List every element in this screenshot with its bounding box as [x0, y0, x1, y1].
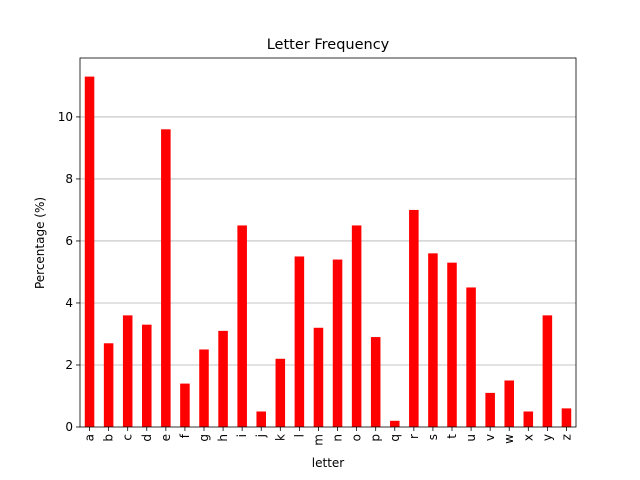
x-tick-label: k [273, 434, 287, 441]
x-tick-label: i [235, 434, 249, 437]
x-tick-label: o [350, 434, 364, 441]
bar-z [561, 408, 572, 427]
bar-n [332, 259, 343, 427]
x-tick-label: z [559, 434, 573, 440]
bar-x [523, 411, 534, 427]
bar-u [466, 287, 476, 427]
x-tick-label: g [197, 434, 211, 442]
y-tick-label: 10 [58, 110, 73, 124]
x-tick-label: b [102, 434, 116, 442]
x-tick-label: c [121, 434, 135, 441]
x-tick-label: u [464, 434, 478, 442]
x-tick-label: v [483, 434, 497, 441]
x-tick-label: y [540, 434, 554, 441]
gridlines [80, 116, 576, 366]
bar-b [103, 343, 114, 427]
bar-e [161, 129, 171, 427]
x-tick-label: h [216, 434, 230, 442]
plot-frame [79, 57, 577, 428]
x-tick-label: r [407, 434, 421, 439]
bars [84, 76, 572, 427]
bar-q [390, 420, 400, 427]
bar-f [180, 383, 190, 427]
x-tick-label: f [178, 433, 192, 438]
x-tick-label: j [254, 434, 268, 438]
bar-g [199, 349, 209, 427]
bar-a [84, 76, 95, 427]
x-tick-label: n [331, 434, 345, 442]
x-tick-label: d [140, 434, 154, 442]
y-tick-label: 0 [65, 420, 73, 434]
bar-o [351, 225, 362, 427]
bar-p [370, 337, 381, 427]
x-tick-label: s [426, 434, 440, 440]
bar-l [294, 256, 305, 427]
x-tick-label: x [521, 434, 535, 441]
y-axis: 0 2 4 6 8 10 [58, 110, 80, 434]
bar-v [485, 392, 495, 427]
y-tick-label: 6 [65, 234, 73, 248]
x-tick-label: p [369, 434, 383, 442]
bar-d [142, 324, 152, 427]
bar-w [504, 380, 514, 427]
bar-m [313, 327, 324, 427]
y-tick-label: 4 [65, 296, 73, 310]
bar-r [409, 209, 419, 427]
x-tick-label: m [311, 434, 325, 446]
chart-title: Letter Frequency [267, 37, 390, 53]
bar-j [256, 411, 266, 427]
x-tick-label: e [159, 434, 173, 441]
x-axis-label: letter [312, 456, 345, 470]
x-tick-label: q [388, 434, 402, 442]
y-tick-label: 2 [65, 358, 73, 372]
bar-k [275, 358, 286, 427]
x-tick-label: l [292, 434, 306, 437]
x-tick-label: w [502, 434, 516, 444]
bar-y [542, 315, 553, 427]
x-tick-label: a [83, 434, 97, 441]
bar-i [237, 225, 247, 427]
x-tick-label: t [445, 434, 459, 439]
bar-c [122, 315, 133, 427]
y-tick-label: 8 [65, 172, 73, 186]
bar-h [218, 330, 228, 427]
bar-s [428, 253, 438, 427]
y-axis-label: Percentage (%) [33, 197, 47, 289]
bar-t [447, 262, 457, 427]
